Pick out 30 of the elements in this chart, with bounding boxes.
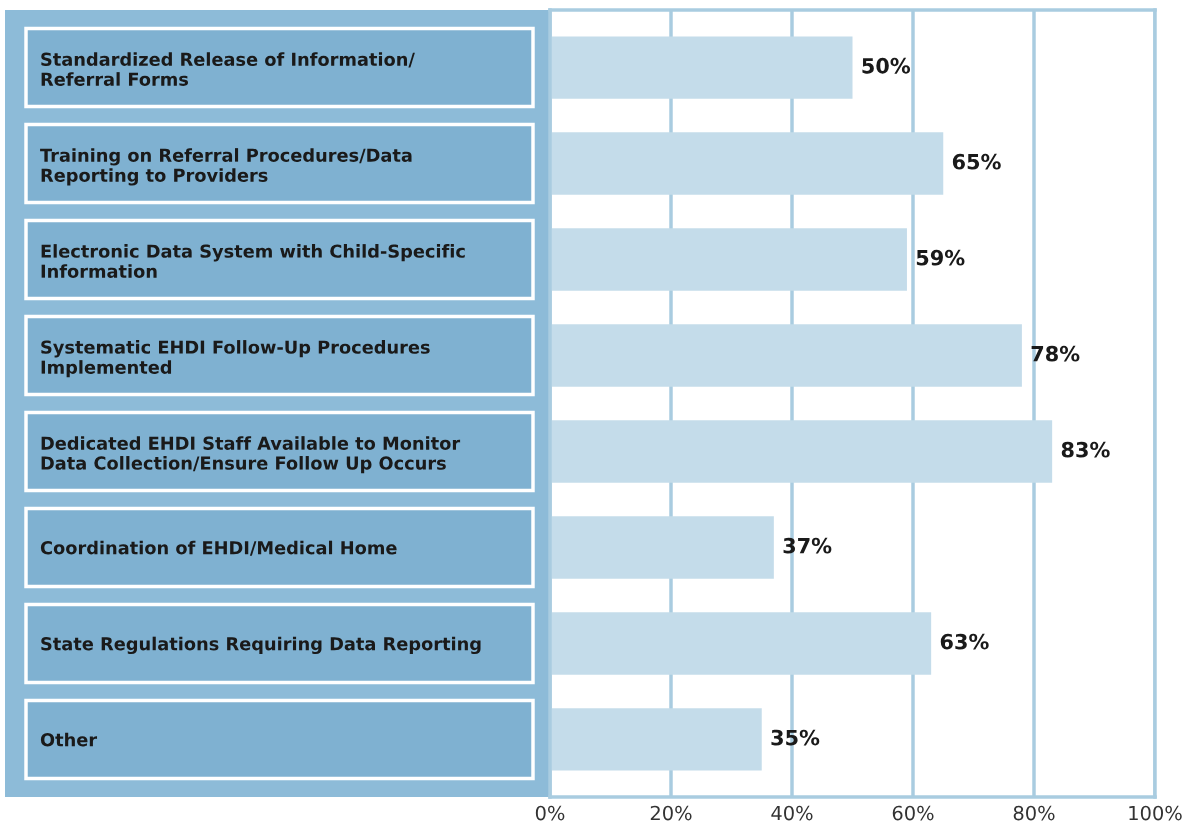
x-tick-label: 0% (535, 805, 565, 821)
y-tick-label: Coordination of EHDI/Medical Home (40, 540, 397, 556)
data-label: 35% (771, 729, 820, 746)
data-label: 59% (916, 249, 965, 266)
y-tick-label: Dedicated EHDI Staff Available to Monitor Data Collection/Ensure Follow Up Occurs (41, 436, 461, 474)
bar (550, 516, 774, 579)
bar (550, 324, 1022, 387)
data-label: 63% (940, 633, 989, 650)
x-tick-label: 80% (1013, 805, 1055, 821)
x-tick-label: 20% (650, 805, 692, 821)
y-tick-label: Electronic Data System with Child-Specific Information (41, 244, 465, 278)
bar (550, 708, 762, 771)
bar (550, 132, 944, 195)
data-label: 37% (783, 537, 832, 554)
data-label: 78% (1031, 345, 1080, 362)
data-label: 83% (1061, 441, 1110, 458)
bar (550, 228, 907, 291)
y-tick-label: State Regulations Requiring Data Reporting (41, 636, 481, 655)
data-label: 65% (952, 153, 1001, 170)
x-tick-label: 40% (771, 805, 813, 821)
x-tick-label: 60% (892, 805, 934, 821)
y-tick-label: Standardized Release of Information/ Referral Forms (41, 52, 415, 86)
y-tick-label: Training on Referral Procedures/Data Reporting to Providers (40, 148, 412, 186)
bar (550, 36, 853, 99)
x-tick-label: 100% (1129, 805, 1182, 821)
bar (550, 612, 932, 675)
y-tick-label: Systematic EHDI Follow-Up Procedures Implemented (41, 340, 430, 378)
y-tick-label: Other (40, 732, 98, 747)
bar (550, 420, 1053, 483)
data-label: 50% (862, 57, 911, 74)
